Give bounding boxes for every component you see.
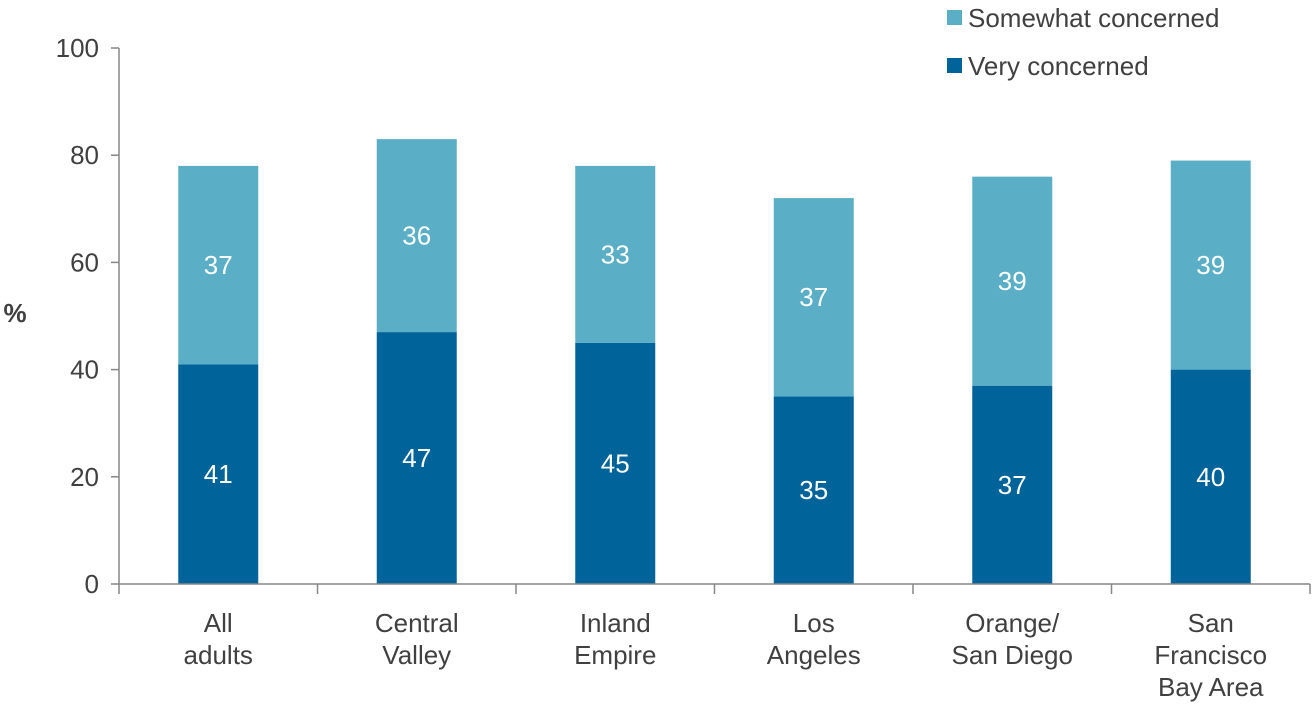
data-label: 33 (601, 239, 630, 269)
bar-very-concerned (575, 342, 656, 584)
legend-swatch (947, 58, 962, 73)
x-category-label-line: Francisco (1154, 640, 1267, 670)
x-category-label-line: Valley (382, 640, 451, 670)
bar-very-concerned (972, 385, 1053, 584)
data-label: 39 (998, 266, 1027, 296)
legend-label: Very concerned (968, 51, 1149, 81)
bar-somewhat-concerned (376, 139, 457, 333)
y-tick-label: 20 (70, 462, 99, 492)
y-tick-label: 100 (56, 33, 99, 63)
data-label: 39 (1196, 250, 1225, 280)
data-label: 45 (601, 448, 630, 478)
x-category-label: Orange/San Diego (952, 608, 1073, 670)
x-category-label-line: San (1188, 608, 1234, 638)
x-category-label: Inland Empire (574, 608, 656, 670)
x-category-label: All adults (184, 608, 253, 670)
legend-swatch (947, 10, 962, 25)
y-axis: 0 20 40 60 80 100 (56, 33, 120, 599)
bar-somewhat-concerned (972, 176, 1053, 386)
y-tick-label: 80 (70, 140, 99, 170)
x-category-label-line: Los (793, 608, 835, 638)
bars: 41 37 47 36 45 33 35 37 37 39 40 39 (178, 139, 1251, 584)
x-category-label: San Francisco Bay Area (1154, 608, 1267, 702)
data-label: 41 (204, 459, 233, 489)
bar-very-concerned (376, 332, 457, 584)
data-label: 37 (799, 282, 828, 312)
bar-very-concerned (773, 396, 854, 584)
x-category-label: Los Angeles (767, 608, 861, 670)
x-axis: All adults Central Valley Inland Empire Los Ang… (118, 583, 1311, 702)
bar-somewhat-concerned (1170, 160, 1251, 370)
bar-somewhat-concerned (178, 165, 259, 365)
bar-somewhat-concerned (773, 198, 854, 397)
y-tick-label: 40 (70, 355, 99, 385)
x-category-label-line: Angeles (767, 640, 861, 670)
legend-label: Somewhat concerned (968, 3, 1219, 33)
x-category-label-line: Empire (574, 640, 656, 670)
bar-somewhat-concerned (575, 165, 656, 343)
data-label: 36 (402, 221, 431, 251)
x-category-label-line: All (204, 608, 233, 638)
bar-very-concerned (178, 364, 259, 584)
data-label: 40 (1196, 462, 1225, 492)
data-label: 37 (998, 470, 1027, 500)
legend: Somewhat concerned Very concerned (947, 3, 1219, 81)
bar-very-concerned (1170, 369, 1251, 584)
y-tick-label: 60 (70, 247, 99, 277)
data-label: 47 (402, 443, 431, 473)
data-label: 37 (204, 250, 233, 280)
x-category-label-line: Orange/ (965, 608, 1060, 638)
x-category-label-line: adults (184, 640, 253, 670)
data-label: 35 (799, 475, 828, 505)
y-tick-label: 0 (85, 569, 99, 599)
x-category-label-line: Bay Area (1158, 672, 1264, 702)
y-axis-label: % (3, 298, 26, 328)
x-category-label-line: Central (375, 608, 459, 638)
x-category-label-line: San Diego (952, 640, 1073, 670)
x-category-label: Central Valley (375, 608, 459, 670)
x-category-label-line: Inland (580, 608, 651, 638)
